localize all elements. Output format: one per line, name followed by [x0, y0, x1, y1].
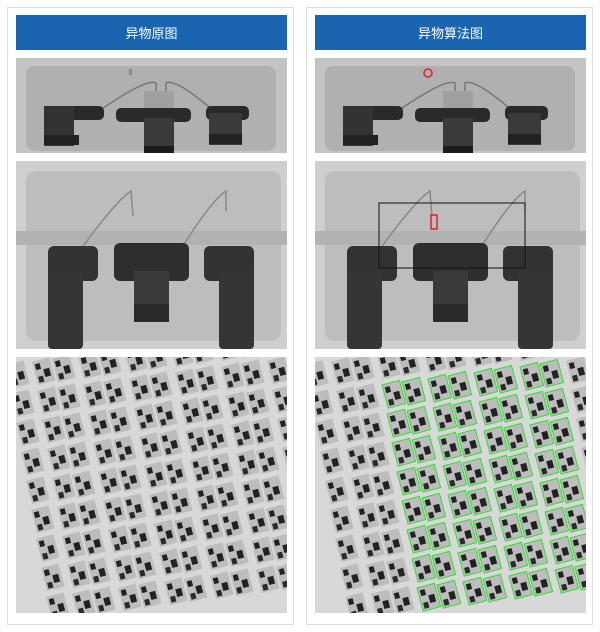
xray-image-1 — [16, 58, 287, 153]
xray-image-3 — [16, 357, 287, 613]
xray-image-2 — [16, 161, 287, 349]
panel-title: 异物原图 — [16, 15, 287, 50]
xray-image-2-detected — [315, 161, 586, 349]
original-image-panel: 异物原图 — [7, 7, 294, 625]
algorithm-image-panel: 异物算法图 — [306, 7, 593, 625]
xray-image-3-detected — [315, 357, 586, 613]
xray-image-1-detected — [315, 58, 586, 153]
panel-title: 异物算法图 — [315, 15, 586, 50]
